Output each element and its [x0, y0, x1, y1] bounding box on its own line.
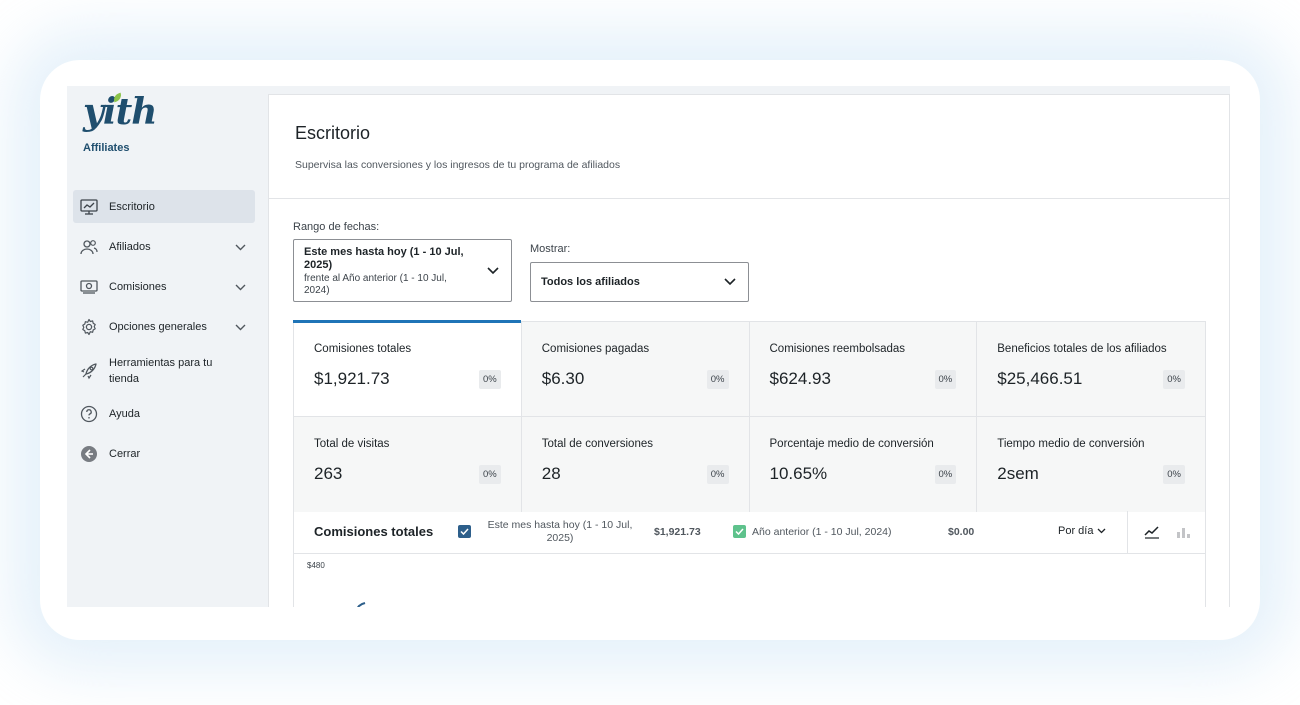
page-subtitle: Supervisa las conversiones y los ingreso…	[295, 159, 621, 171]
legend-previous-checkbox[interactable]	[733, 525, 746, 538]
sidebar-item-label: Ayuda	[109, 407, 140, 420]
show-affiliates-select[interactable]: Todos los afiliados	[530, 262, 749, 302]
stat-label: Porcentaje medio de conversión	[769, 438, 934, 450]
gear-icon	[80, 318, 98, 336]
dashboard-chart-icon	[80, 198, 98, 216]
back-arrow-icon	[80, 445, 98, 463]
stat-card-comisiones-pagadas[interactable]: Comisiones pagadas $6.30 0%	[521, 322, 750, 417]
date-range-compare: frente al Año anterior (1 - 10 Jul, 2024…	[304, 273, 447, 296]
stat-delta-badge: 0%	[479, 370, 501, 389]
stat-card-tiempo-conversion[interactable]: Tiempo medio de conversión 2sem 0%	[977, 417, 1205, 512]
stat-value: 10.65%	[769, 464, 828, 483]
show-filter-value: Todos los afiliados	[541, 276, 640, 288]
legend-current-value: $1,921.73	[654, 526, 701, 538]
stat-card-comisiones-reembolsadas[interactable]: Comisiones reembolsadas $624.93 0%	[749, 322, 978, 417]
stat-label: Tiempo medio de conversión	[997, 438, 1145, 450]
stat-value: 28	[541, 464, 561, 483]
app-window: yith Affiliates Escritorio Afiliados	[67, 86, 1230, 607]
stat-delta-badge: 0%	[1163, 465, 1185, 484]
brand-logo: yith Affiliates	[83, 92, 157, 154]
chevron-down-icon	[235, 238, 246, 256]
chart-toolbar: Comisiones totales Este mes hasta hoy (1…	[294, 511, 1205, 554]
page-title: Escritorio	[295, 123, 371, 143]
product-name: Affiliates	[83, 142, 130, 154]
chart-series-line	[357, 602, 366, 607]
chart-type-switch	[1127, 511, 1207, 553]
money-icon	[80, 278, 98, 296]
line-chart-icon[interactable]	[1144, 525, 1160, 539]
stat-value: 263	[314, 464, 343, 483]
help-icon	[80, 405, 98, 423]
sidebar-item-label: Escritorio	[109, 200, 155, 213]
chevron-down-icon	[487, 262, 499, 280]
sidebar-item-opciones-generales[interactable]: Opciones generales	[73, 310, 255, 343]
sidebar-item-label: Cerrar	[109, 447, 141, 460]
stat-value: 2sem	[997, 464, 1039, 483]
chevron-down-icon	[235, 318, 246, 336]
stat-label: Total de conversiones	[541, 438, 653, 450]
y-axis-tick: $480	[307, 561, 325, 570]
stat-delta-badge: 0%	[479, 465, 501, 484]
date-range-label: Rango de fechas:	[293, 221, 380, 233]
chart-panel: Comisiones totales Este mes hasta hoy (1…	[293, 511, 1206, 607]
chevron-down-icon	[235, 278, 246, 296]
sidebar-item-label: Comisiones	[109, 280, 167, 293]
legend-previous-label: Año anterior (1 - 10 Jul, 2024)	[752, 526, 892, 538]
stat-delta-badge: 0%	[934, 370, 957, 389]
sidebar-item-herramientas[interactable]: Herramientas para tu tienda	[73, 350, 255, 392]
bar-chart-icon[interactable]	[1175, 525, 1191, 539]
chevron-down-icon	[724, 273, 736, 291]
sidebar-item-label: Herramientas para tu tienda	[109, 357, 213, 385]
stat-label: Comisiones reembolsadas	[769, 343, 906, 355]
sidebar-item-afiliados[interactable]: Afiliados	[73, 230, 255, 263]
stat-value: $1,921.73	[314, 369, 390, 388]
sidebar-nav: Escritorio Afiliados Comisiones	[73, 190, 255, 477]
page-header: Escritorio Supervisa las conversiones y …	[269, 95, 1229, 199]
users-icon	[80, 238, 98, 256]
legend-previous-value: $0.00	[948, 526, 975, 538]
stat-label: Comisiones pagadas	[541, 343, 650, 355]
stat-label: Beneficios totales de los afiliados	[997, 343, 1167, 355]
sidebar-item-comisiones[interactable]: Comisiones	[73, 270, 255, 303]
rocket-icon	[80, 362, 98, 380]
stat-value: $6.30	[541, 369, 585, 388]
sidebar: yith Affiliates Escritorio Afiliados	[67, 86, 268, 607]
stat-card-porcentaje-conversion[interactable]: Porcentaje medio de conversión 10.65% 0%	[749, 417, 978, 512]
sidebar-item-ayuda[interactable]: Ayuda	[73, 397, 255, 430]
stat-delta-badge: 0%	[706, 465, 729, 484]
interval-select[interactable]: Por día	[1058, 525, 1106, 537]
stat-card-comisiones-totales[interactable]: Comisiones totales $1,921.73 0%	[293, 320, 522, 417]
date-range-select[interactable]: Este mes hasta hoy (1 - 10 Jul, 2025) fr…	[293, 239, 512, 302]
stat-delta-badge: 0%	[1163, 370, 1185, 389]
date-range-value: Este mes hasta hoy (1 - 10 Jul, 2025)	[304, 246, 464, 271]
legend-current-label: Este mes hasta hoy (1 - 10 Jul, 2025)	[487, 519, 633, 544]
main-panel: Escritorio Supervisa las conversiones y …	[268, 94, 1230, 607]
stat-value: $25,466.51	[997, 369, 1083, 388]
interval-value: Por día	[1058, 525, 1094, 537]
stat-delta-badge: 0%	[706, 370, 729, 389]
stats-grid: Comisiones totales $1,921.73 0% Comision…	[293, 320, 1206, 512]
stat-card-total-visitas[interactable]: Total de visitas 263 0%	[294, 417, 522, 512]
sidebar-item-cerrar[interactable]: Cerrar	[73, 437, 255, 470]
stat-label: Comisiones totales	[314, 343, 412, 355]
stat-card-total-conversiones[interactable]: Total de conversiones 28 0%	[521, 417, 750, 512]
stat-card-beneficios-totales[interactable]: Beneficios totales de los afiliados $25,…	[977, 322, 1205, 417]
stat-value: $624.93	[769, 369, 831, 388]
show-filter-label: Mostrar:	[530, 243, 571, 255]
stat-label: Total de visitas	[314, 438, 390, 450]
filters: Rango de fechas: Este mes hasta hoy (1 -…	[293, 221, 749, 302]
stat-delta-badge: 0%	[934, 465, 957, 484]
sidebar-item-label: Opciones generales	[109, 320, 207, 333]
sidebar-item-label: Afiliados	[109, 240, 151, 253]
chart-title: Comisiones totales	[314, 524, 434, 539]
chevron-down-icon	[1097, 525, 1106, 537]
legend-current-checkbox[interactable]	[458, 525, 471, 538]
sidebar-item-escritorio[interactable]: Escritorio	[73, 190, 255, 223]
